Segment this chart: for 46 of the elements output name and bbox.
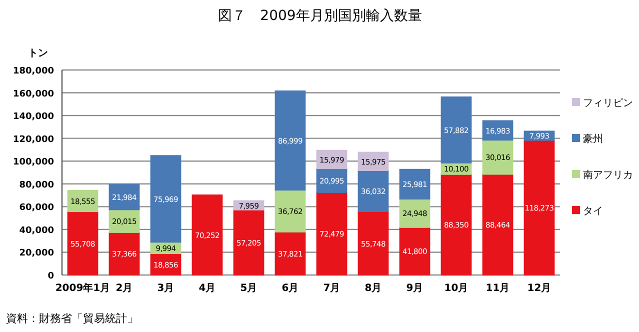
bar <box>274 90 306 191</box>
x-tick-label: 5月 <box>240 283 258 294</box>
bar <box>274 190 306 232</box>
bar <box>524 140 555 276</box>
bar <box>274 231 306 276</box>
x-tick-label: 6月 <box>282 283 299 294</box>
bar <box>482 174 514 276</box>
y-tick-label: 160,000 <box>13 89 54 100</box>
bar <box>150 155 182 243</box>
y-tick-label: 100,000 <box>13 158 54 168</box>
x-tick-label: 8月 <box>364 283 382 294</box>
y-axis-title: トン <box>28 48 48 59</box>
bar <box>440 96 472 164</box>
legend-label: 豪州 <box>583 133 603 145</box>
bar <box>192 194 223 276</box>
x-tick-label: 11月 <box>486 283 510 294</box>
x-tick-label: 10月 <box>444 283 468 294</box>
x-tick-label: 2009年1月 <box>55 282 110 294</box>
legend-label: フィリピン <box>583 98 633 109</box>
bar <box>399 168 430 200</box>
bar <box>399 226 430 276</box>
x-tick-label: 3月 <box>157 283 174 294</box>
x-tick-label: 2月 <box>116 283 133 294</box>
bar <box>108 232 140 276</box>
y-tick-label: 80,000 <box>19 180 54 190</box>
bar <box>233 209 264 276</box>
x-tick-label: 7月 <box>323 283 340 294</box>
bar <box>316 192 348 276</box>
legend-label: タイ <box>583 206 603 217</box>
bar <box>358 170 389 212</box>
bar <box>440 174 472 276</box>
y-tick-label: 60,000 <box>19 203 54 214</box>
x-tick-label: 9月 <box>406 283 424 294</box>
y-tick-label: 40,000 <box>19 226 54 236</box>
title: 図７ 2009年月別国別輸入数量 <box>218 8 422 24</box>
bar <box>358 211 389 276</box>
bar <box>67 211 98 276</box>
y-tick-label: 120,000 <box>13 134 54 145</box>
y-tick-label: 180,000 <box>13 66 54 76</box>
y-tick-label: 20,000 <box>19 248 54 259</box>
y-tick-label: 0 <box>48 272 54 282</box>
y-tick-label: 140,000 <box>13 112 54 122</box>
legend-label: 南アフリカ <box>583 169 633 181</box>
text: 資料：財務省「貿易統計」 <box>6 312 138 325</box>
x-tick-label: 4月 <box>198 283 216 294</box>
x-tick-label: 12月 <box>527 283 552 294</box>
